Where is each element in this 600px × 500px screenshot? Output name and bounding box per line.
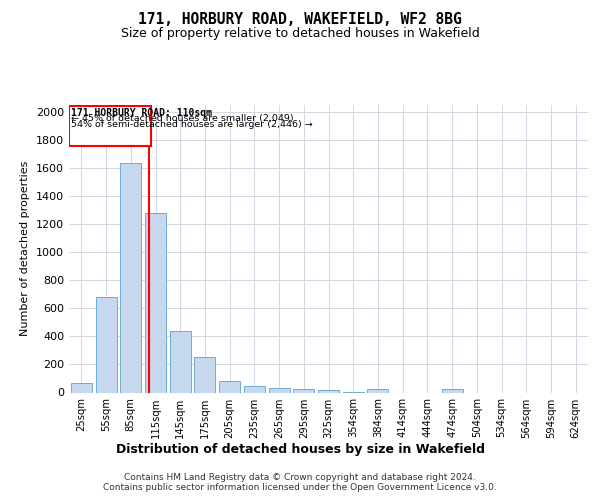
Bar (194, 358, 215, 392)
Bar (367, 389, 388, 392)
Bar (219, 382, 240, 392)
Bar (71, 384, 92, 392)
Bar (170, 331, 191, 392)
Text: 171 HORBURY ROAD: 110sqm: 171 HORBURY ROAD: 110sqm (71, 108, 212, 118)
Bar (120, 162, 141, 392)
Text: 171, HORBURY ROAD, WAKEFIELD, WF2 8BG: 171, HORBURY ROAD, WAKEFIELD, WF2 8BG (138, 12, 462, 28)
Bar (318, 390, 339, 392)
Text: Distribution of detached houses by size in Wakefield: Distribution of detached houses by size … (115, 442, 485, 456)
Text: Contains HM Land Registry data © Crown copyright and database right 2024.
Contai: Contains HM Land Registry data © Crown c… (103, 472, 497, 492)
Bar (293, 389, 314, 392)
Bar (269, 388, 290, 392)
Text: ← 45% of detached houses are smaller (2,049): ← 45% of detached houses are smaller (2,… (71, 114, 293, 122)
Bar (244, 386, 265, 392)
Bar (442, 389, 463, 392)
Text: Size of property relative to detached houses in Wakefield: Size of property relative to detached ho… (121, 28, 479, 40)
Bar (95, 297, 116, 392)
Text: 54% of semi-detached houses are larger (2,446) →: 54% of semi-detached houses are larger (… (71, 120, 313, 128)
Y-axis label: Number of detached properties: Number of detached properties (20, 161, 31, 336)
Bar (145, 213, 166, 392)
Bar (69, 106, 151, 146)
